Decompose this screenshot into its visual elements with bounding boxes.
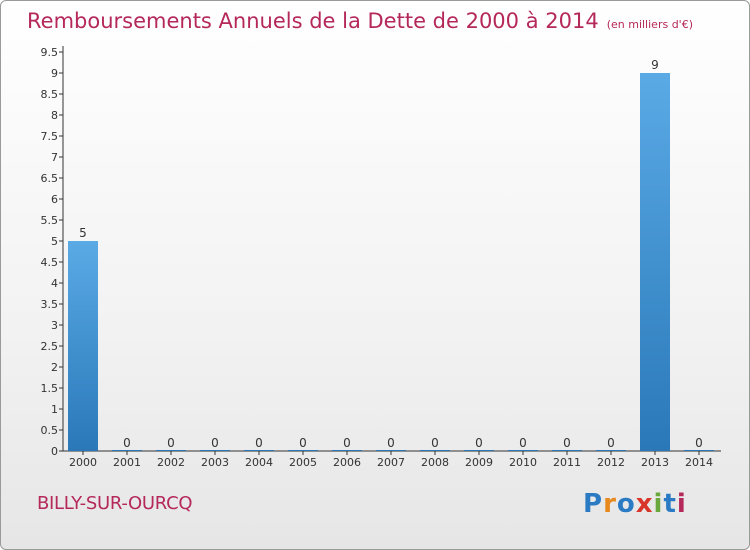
data-label: 0 xyxy=(123,436,131,450)
data-label: 0 xyxy=(695,436,703,450)
bar xyxy=(684,450,714,451)
y-tick-label: 3.5 xyxy=(41,298,59,311)
y-tick-label: 4.5 xyxy=(41,256,59,269)
x-tick-label: 2005 xyxy=(289,456,317,469)
data-label: 0 xyxy=(563,436,571,450)
y-tick-label: 5.5 xyxy=(41,214,59,227)
data-label: 0 xyxy=(431,436,439,450)
logo-letter: i xyxy=(676,489,687,519)
logo-letter: P xyxy=(583,489,604,519)
bar xyxy=(508,450,538,451)
x-tick-label: 2003 xyxy=(201,456,229,469)
y-tick-label: 6.5 xyxy=(41,172,59,185)
proxiti-logo: Proxiti xyxy=(583,489,687,519)
y-tick-label: 3 xyxy=(51,319,58,332)
x-tick-label: 2009 xyxy=(465,456,493,469)
bar xyxy=(288,450,318,451)
y-tick-label: 5 xyxy=(51,235,58,248)
x-tick-label: 2004 xyxy=(245,456,273,469)
x-tick-label: 2010 xyxy=(509,456,537,469)
bar xyxy=(464,450,494,451)
y-tick-label: 7 xyxy=(51,151,58,164)
y-tick-label: 0 xyxy=(51,445,58,458)
chart-subtitle: (en milliers d'€) xyxy=(606,18,693,31)
data-label: 0 xyxy=(255,436,263,450)
x-tick-label: 2007 xyxy=(377,456,405,469)
city-name: BILLY-SUR-OURCQ xyxy=(37,493,193,514)
chart-title: Remboursements Annuels de la Dette de 20… xyxy=(27,9,693,33)
x-tick-label: 2000 xyxy=(69,456,97,469)
bar xyxy=(640,73,670,451)
x-tick-label: 2006 xyxy=(333,456,361,469)
bar xyxy=(376,450,406,451)
logo-letter: r xyxy=(603,489,617,519)
y-tick-label: 0.5 xyxy=(41,424,59,437)
data-label: 0 xyxy=(299,436,307,450)
x-tick-label: 2008 xyxy=(421,456,449,469)
data-label: 0 xyxy=(211,436,219,450)
bar xyxy=(200,450,230,451)
y-tick-label: 9.5 xyxy=(41,46,59,59)
bar xyxy=(68,241,98,451)
data-label: 5 xyxy=(79,226,87,240)
y-tick-label: 7.5 xyxy=(41,130,59,143)
bar xyxy=(156,450,186,451)
bar xyxy=(244,450,274,451)
y-tick-label: 2.5 xyxy=(41,340,59,353)
data-label: 0 xyxy=(519,436,527,450)
logo-letter: x xyxy=(635,489,654,519)
y-tick-label: 8.5 xyxy=(41,88,59,101)
x-tick-label: 2013 xyxy=(641,456,669,469)
data-label: 0 xyxy=(167,436,175,450)
data-label: 9 xyxy=(651,58,659,72)
data-label: 0 xyxy=(607,436,615,450)
bar xyxy=(552,450,582,451)
data-label: 0 xyxy=(343,436,351,450)
y-tick-label: 1 xyxy=(51,403,58,416)
chart-title-text: Remboursements Annuels de la Dette de 20… xyxy=(27,9,599,33)
x-tick-label: 2002 xyxy=(157,456,185,469)
data-label: 0 xyxy=(475,436,483,450)
y-tick-label: 9 xyxy=(51,67,58,80)
y-tick-label: 1.5 xyxy=(41,382,59,395)
bar xyxy=(332,450,362,451)
x-tick-label: 2012 xyxy=(597,456,625,469)
x-tick-label: 2011 xyxy=(553,456,581,469)
y-tick-label: 4 xyxy=(51,277,58,290)
logo-letter: i xyxy=(653,489,664,519)
y-tick-label: 2 xyxy=(51,361,58,374)
x-tick-label: 2014 xyxy=(685,456,713,469)
y-tick-label: 6 xyxy=(51,193,58,206)
bar xyxy=(420,450,450,451)
logo-letter: o xyxy=(616,489,636,519)
logo-letter: t xyxy=(663,489,677,519)
y-tick-label: 8 xyxy=(51,109,58,122)
x-tick-label: 2001 xyxy=(113,456,141,469)
bar xyxy=(112,450,142,451)
bar xyxy=(596,450,626,451)
data-label: 0 xyxy=(387,436,395,450)
